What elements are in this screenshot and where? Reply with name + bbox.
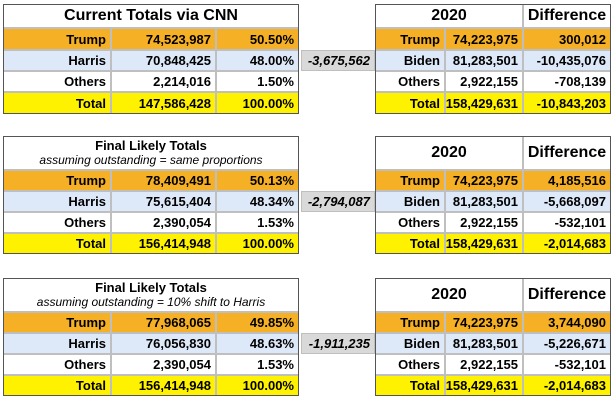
votes-trump[interactable]: 74,523,987: [111, 28, 216, 50]
block-title-cell[interactable]: Final Likely Totals assuming outstanding…: [3, 136, 299, 170]
block-title-cell[interactable]: Final Likely Totals assuming outstanding…: [3, 278, 299, 312]
margin-cell[interactable]: -3,675,562: [301, 50, 375, 71]
pct-harris[interactable]: 48.63%: [216, 333, 299, 354]
votes-others[interactable]: 2,390,054: [111, 354, 216, 375]
pct-total[interactable]: 100.00%: [216, 92, 299, 114]
votes-trump-2020[interactable]: 74,223,975: [445, 312, 523, 333]
votes-others-2020[interactable]: 2,922,155: [445, 212, 523, 233]
pct-others[interactable]: 1.53%: [216, 212, 299, 233]
votes-harris[interactable]: 75,615,404: [111, 191, 216, 212]
votes-total[interactable]: 147,586,428: [111, 92, 216, 114]
pct-trump[interactable]: 50.13%: [216, 170, 299, 191]
diff-total[interactable]: -2,014,683: [523, 233, 611, 254]
row-label-total-2020[interactable]: Total: [375, 92, 445, 114]
row-label-others[interactable]: Others: [3, 71, 111, 92]
row-label-total[interactable]: Total: [3, 233, 111, 254]
diff-trump[interactable]: 3,744,090: [523, 312, 611, 333]
header-2020[interactable]: 2020: [375, 278, 523, 312]
pct-harris[interactable]: 48.00%: [216, 50, 299, 71]
header-difference[interactable]: Difference: [523, 278, 611, 312]
block-subtitle: assuming outstanding = same proportions: [39, 153, 263, 167]
row-label-others-2020[interactable]: Others: [375, 212, 445, 233]
row-label-others-2020[interactable]: Others: [375, 71, 445, 92]
block-subtitle: assuming outstanding = 10% shift to Harr…: [36, 295, 266, 309]
votes-total[interactable]: 156,414,948: [111, 233, 216, 254]
header-difference[interactable]: Difference: [523, 136, 611, 170]
votes-trump[interactable]: 78,409,491: [111, 170, 216, 191]
votes-total[interactable]: 156,414,948: [111, 375, 216, 396]
row-label-harris[interactable]: Harris: [3, 191, 111, 212]
votes-others[interactable]: 2,390,054: [111, 212, 216, 233]
pct-others[interactable]: 1.50%: [216, 71, 299, 92]
diff-trump[interactable]: 4,185,516: [523, 170, 611, 191]
block-title: Final Likely Totals: [95, 138, 207, 153]
diff-others[interactable]: -532,101: [523, 212, 611, 233]
margin-cell[interactable]: -1,911,235: [301, 333, 375, 354]
diff-biden[interactable]: -5,668,097: [523, 191, 611, 212]
diff-biden[interactable]: -5,226,671: [523, 333, 611, 354]
votes-total-2020[interactable]: 158,429,631: [445, 92, 523, 114]
votes-harris[interactable]: 70,848,425: [111, 50, 216, 71]
votes-others-2020[interactable]: 2,922,155: [445, 71, 523, 92]
row-label-total-2020[interactable]: Total: [375, 375, 445, 396]
row-label-total[interactable]: Total: [3, 375, 111, 396]
diff-others[interactable]: -532,101: [523, 354, 611, 375]
header-2020[interactable]: 2020: [375, 4, 523, 28]
block-title[interactable]: Current Totals via CNN: [3, 4, 299, 28]
margin-cell[interactable]: -2,794,087: [301, 191, 375, 212]
row-label-trump-2020[interactable]: Trump: [375, 170, 445, 191]
row-label-biden[interactable]: Biden: [375, 191, 445, 212]
votes-biden[interactable]: 81,283,501: [445, 333, 523, 354]
block-title: Final Likely Totals: [95, 280, 207, 295]
votes-total-2020[interactable]: 158,429,631: [445, 233, 523, 254]
votes-total-2020[interactable]: 158,429,631: [445, 375, 523, 396]
row-label-biden[interactable]: Biden: [375, 333, 445, 354]
votes-trump-2020[interactable]: 74,223,975: [445, 28, 523, 50]
row-label-trump[interactable]: Trump: [3, 170, 111, 191]
votes-trump-2020[interactable]: 74,223,975: [445, 170, 523, 191]
pct-trump[interactable]: 49.85%: [216, 312, 299, 333]
row-label-harris[interactable]: Harris: [3, 50, 111, 71]
row-label-trump-2020[interactable]: Trump: [375, 28, 445, 50]
row-label-biden[interactable]: Biden: [375, 50, 445, 71]
diff-total[interactable]: -10,843,203: [523, 92, 611, 114]
pct-trump[interactable]: 50.50%: [216, 28, 299, 50]
row-label-harris[interactable]: Harris: [3, 333, 111, 354]
header-difference[interactable]: Difference: [523, 4, 611, 28]
pct-others[interactable]: 1.53%: [216, 354, 299, 375]
row-label-others[interactable]: Others: [3, 354, 111, 375]
header-2020[interactable]: 2020: [375, 136, 523, 170]
votes-trump[interactable]: 77,968,065: [111, 312, 216, 333]
votes-harris[interactable]: 76,056,830: [111, 333, 216, 354]
votes-biden[interactable]: 81,283,501: [445, 191, 523, 212]
diff-total[interactable]: -2,014,683: [523, 375, 611, 396]
votes-others-2020[interactable]: 2,922,155: [445, 354, 523, 375]
diff-trump[interactable]: 300,012: [523, 28, 611, 50]
pct-total[interactable]: 100.00%: [216, 375, 299, 396]
row-label-trump[interactable]: Trump: [3, 28, 111, 50]
votes-others[interactable]: 2,214,016: [111, 71, 216, 92]
votes-biden[interactable]: 81,283,501: [445, 50, 523, 71]
row-label-others[interactable]: Others: [3, 212, 111, 233]
diff-biden[interactable]: -10,435,076: [523, 50, 611, 71]
row-label-total[interactable]: Total: [3, 92, 111, 114]
pct-total[interactable]: 100.00%: [216, 233, 299, 254]
row-label-others-2020[interactable]: Others: [375, 354, 445, 375]
pct-harris[interactable]: 48.34%: [216, 191, 299, 212]
row-label-total-2020[interactable]: Total: [375, 233, 445, 254]
row-label-trump-2020[interactable]: Trump: [375, 312, 445, 333]
diff-others[interactable]: -708,139: [523, 71, 611, 92]
row-label-trump[interactable]: Trump: [3, 312, 111, 333]
